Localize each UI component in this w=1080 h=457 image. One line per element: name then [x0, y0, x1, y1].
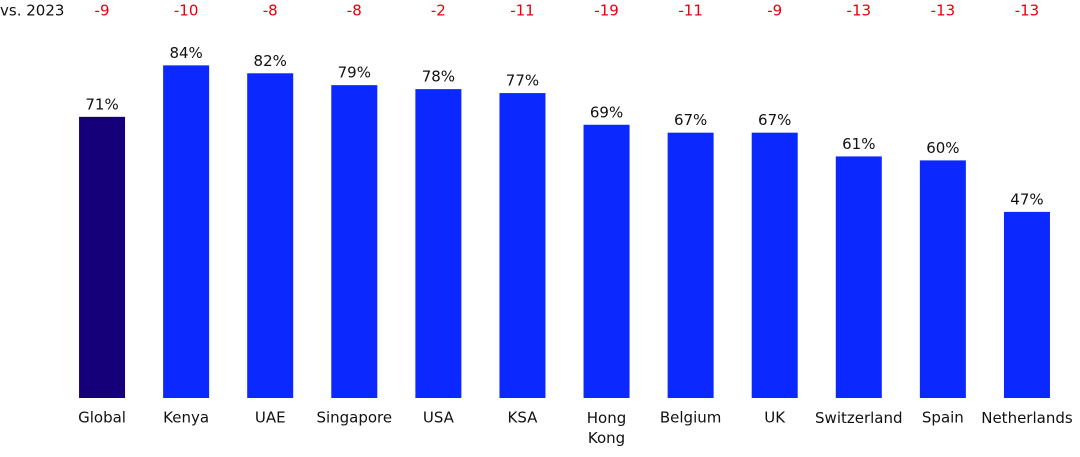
- bar: [415, 89, 462, 399]
- x-tick-label: Kenya: [163, 409, 209, 427]
- x-tick-label: Global: [78, 409, 126, 427]
- change-value: -13: [931, 2, 956, 20]
- value-label: 82%: [254, 52, 287, 70]
- value-label: 60%: [926, 139, 959, 157]
- value-label: 61%: [842, 135, 875, 153]
- value-label: 84%: [169, 44, 202, 62]
- bar: [163, 65, 210, 399]
- x-tick-label: USA: [423, 409, 455, 427]
- change-value: -8: [263, 2, 278, 20]
- x-tick-label: UK: [764, 409, 786, 427]
- change-value: -9: [767, 2, 782, 20]
- x-tick-label: Belgium: [660, 409, 722, 427]
- bar: [583, 124, 630, 398]
- change-value: -2: [431, 2, 446, 20]
- change-value: -13: [847, 2, 872, 20]
- x-tick-label: UAE: [255, 409, 286, 427]
- bar: [247, 73, 294, 398]
- value-label: 78%: [422, 68, 455, 86]
- change-value: -11: [678, 2, 703, 20]
- x-tick-label: Spain: [922, 409, 964, 427]
- value-label: 67%: [674, 111, 707, 129]
- x-tick-label: Hong Kong: [587, 409, 627, 447]
- value-label: 71%: [85, 95, 118, 113]
- change-value: -9: [95, 2, 110, 20]
- bar: [919, 160, 966, 398]
- value-label: 77%: [506, 72, 539, 90]
- x-tick-label: Switzerland: [815, 409, 903, 427]
- bar: [79, 116, 126, 398]
- value-label: 67%: [758, 111, 791, 129]
- change-value: -8: [347, 2, 362, 20]
- bar: [1003, 211, 1050, 398]
- change-label: vs. 2023: [0, 2, 64, 20]
- bar: [835, 156, 882, 398]
- x-tick-label: KSA: [508, 409, 539, 427]
- change-value: -11: [510, 2, 535, 20]
- value-label: 79%: [338, 64, 371, 82]
- bar: [331, 85, 378, 398]
- x-tick-label: Netherlands: [981, 409, 1073, 427]
- bar: [751, 132, 798, 398]
- value-label: 69%: [590, 103, 623, 121]
- bar: [667, 132, 714, 398]
- change-value: -19: [594, 2, 619, 20]
- bar: [499, 93, 546, 398]
- x-tick-label: Singapore: [316, 409, 392, 427]
- change-value: -10: [174, 2, 199, 20]
- change-value: -13: [1015, 2, 1040, 20]
- value-label: 47%: [1010, 190, 1043, 208]
